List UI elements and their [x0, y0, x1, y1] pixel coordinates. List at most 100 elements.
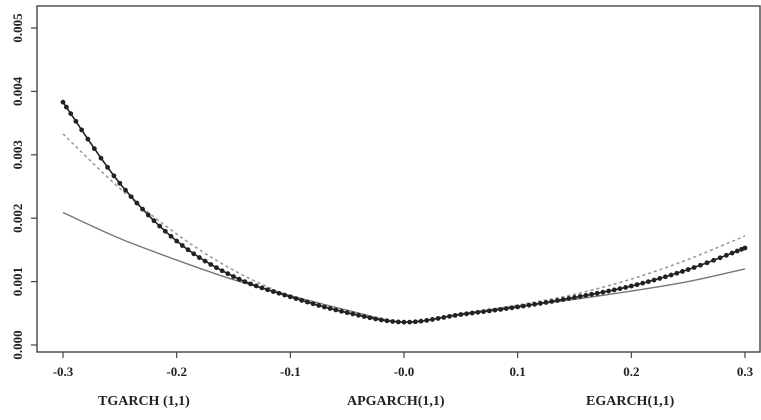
series-point-egarch-1-1 [168, 233, 174, 239]
series-point-egarch-1-1 [208, 262, 214, 267]
y-tick-label: 0.004 [10, 76, 25, 106]
series-point-egarch-1-1 [287, 294, 293, 300]
series-point-egarch-1-1 [117, 180, 123, 186]
series-point-egarch-1-1 [98, 155, 104, 161]
series-point-egarch-1-1 [373, 316, 378, 322]
series-point-egarch-1-1 [458, 312, 464, 317]
series-point-egarch-1-1 [475, 309, 481, 315]
series-point-egarch-1-1 [350, 311, 356, 317]
x-tick-label: 0.3 [737, 364, 754, 379]
series-point-egarch-1-1 [469, 310, 475, 316]
x-tick-label: 0.2 [623, 364, 639, 379]
series-point-egarch-1-1 [685, 267, 691, 272]
series-point-egarch-1-1 [486, 308, 492, 314]
series-point-egarch-1-1 [566, 296, 572, 301]
series-point-egarch-1-1 [248, 281, 253, 287]
series-point-egarch-1-1 [617, 286, 623, 292]
series-point-egarch-1-1 [322, 304, 327, 310]
series-point-egarch-1-1 [680, 269, 685, 274]
series-point-egarch-1-1 [435, 316, 441, 321]
series-point-egarch-1-1 [356, 312, 361, 318]
series-point-egarch-1-1 [441, 314, 447, 320]
series-point-egarch-1-1 [645, 279, 651, 285]
legend-label-apgarch: APGARCH(1,1) [347, 394, 445, 409]
series-point-egarch-1-1 [344, 310, 350, 316]
series-point-egarch-1-1 [663, 274, 668, 280]
series-point-egarch-1-1 [503, 306, 509, 311]
series-point-egarch-1-1 [111, 173, 117, 179]
series-point-egarch-1-1 [481, 309, 486, 315]
series-point-egarch-1-1 [367, 315, 373, 321]
series-point-egarch-1-1 [532, 301, 538, 307]
series-point-egarch-1-1 [310, 301, 316, 307]
series-point-egarch-1-1 [407, 319, 413, 325]
series-point-egarch-1-1 [134, 200, 140, 206]
series-point-egarch-1-1 [657, 276, 663, 281]
series-point-egarch-1-1 [734, 248, 740, 254]
series-point-egarch-1-1 [594, 290, 600, 296]
series-point-egarch-1-1 [236, 276, 242, 282]
series-point-egarch-1-1 [412, 319, 418, 325]
series-point-egarch-1-1 [623, 284, 629, 290]
series-point-egarch-1-1 [293, 296, 299, 302]
series-point-egarch-1-1 [91, 146, 97, 152]
series-point-egarch-1-1 [140, 206, 145, 212]
series-point-egarch-1-1 [63, 104, 69, 110]
legend-label-tgarch: TGARCH (1,1) [98, 394, 190, 409]
series-point-egarch-1-1 [729, 250, 735, 256]
series-point-egarch-1-1 [270, 289, 276, 294]
series-point-egarch-1-1 [128, 194, 134, 200]
series-point-egarch-1-1 [577, 294, 583, 299]
series-point-egarch-1-1 [339, 308, 344, 314]
series-line-tgarch-1-1 [62, 133, 746, 323]
series-point-egarch-1-1 [219, 268, 225, 274]
series-point-egarch-1-1 [492, 307, 498, 313]
series-point-egarch-1-1 [299, 297, 305, 303]
series-point-egarch-1-1 [691, 265, 697, 270]
series-point-egarch-1-1 [225, 271, 231, 277]
series-point-egarch-1-1 [191, 251, 197, 257]
series-point-egarch-1-1 [572, 295, 577, 300]
x-tick-label: -0.2 [166, 364, 187, 379]
series-point-egarch-1-1 [60, 99, 66, 105]
series-point-egarch-1-1 [361, 314, 367, 319]
series-point-egarch-1-1 [606, 288, 611, 294]
series-point-egarch-1-1 [717, 255, 723, 261]
series-point-egarch-1-1 [384, 318, 390, 324]
series-point-egarch-1-1 [674, 270, 680, 276]
series-point-egarch-1-1 [73, 118, 79, 124]
series-point-egarch-1-1 [424, 317, 430, 323]
y-tick-label: 0.002 [10, 204, 25, 233]
series-point-egarch-1-1 [395, 319, 401, 325]
series-point-egarch-1-1 [589, 291, 594, 297]
series-point-egarch-1-1 [304, 299, 310, 305]
series-point-egarch-1-1 [543, 300, 549, 305]
series-point-egarch-1-1 [214, 265, 219, 271]
series-point-egarch-1-1 [498, 306, 504, 312]
series-point-egarch-1-1 [555, 298, 560, 303]
series-point-egarch-1-1 [179, 243, 185, 248]
series-point-egarch-1-1 [509, 305, 515, 311]
series-point-egarch-1-1 [634, 282, 640, 288]
series-point-egarch-1-1 [123, 187, 128, 193]
x-tick-label: -0.3 [53, 364, 74, 379]
y-tick-label: 0.003 [10, 140, 25, 170]
series-point-egarch-1-1 [202, 258, 208, 264]
series-point-egarch-1-1 [651, 277, 657, 283]
series-point-egarch-1-1 [583, 292, 589, 298]
series-point-egarch-1-1 [515, 304, 521, 310]
series-point-egarch-1-1 [333, 307, 339, 313]
series-point-egarch-1-1 [151, 218, 157, 224]
series-point-egarch-1-1 [390, 319, 396, 324]
series-point-egarch-1-1 [105, 164, 110, 170]
series-point-egarch-1-1 [265, 287, 270, 293]
series-point-egarch-1-1 [600, 289, 606, 295]
series-point-egarch-1-1 [242, 279, 248, 285]
series-point-egarch-1-1 [560, 297, 566, 302]
series-point-egarch-1-1 [145, 212, 151, 218]
series-point-egarch-1-1 [197, 255, 202, 260]
series-point-egarch-1-1 [157, 223, 163, 229]
series-point-egarch-1-1 [378, 317, 384, 323]
series-point-egarch-1-1 [538, 300, 543, 306]
series-point-egarch-1-1 [723, 252, 729, 258]
